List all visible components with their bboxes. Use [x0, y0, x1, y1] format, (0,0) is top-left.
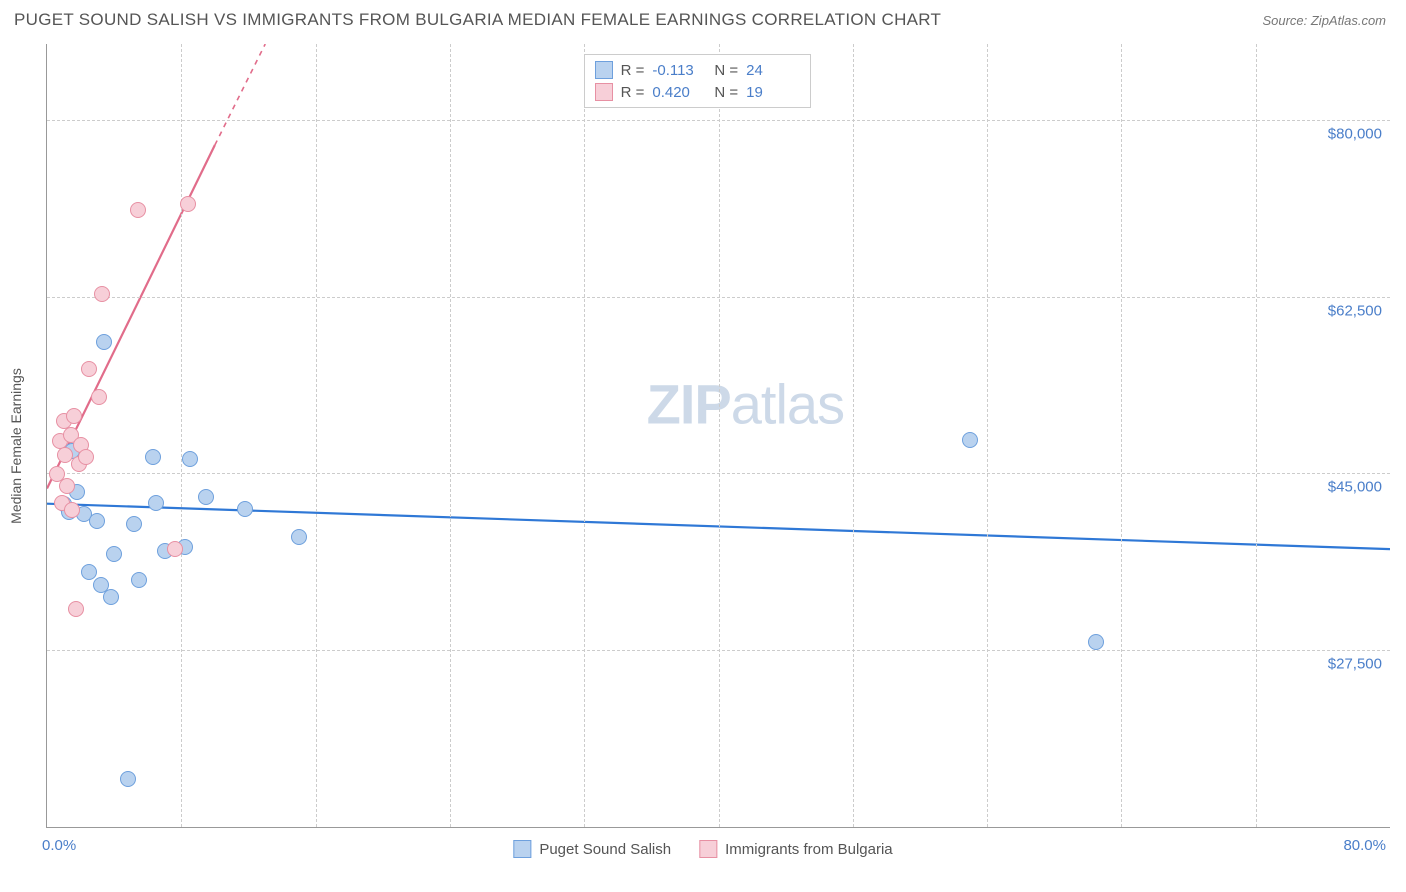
data-point — [103, 589, 119, 605]
gridline-v — [719, 44, 720, 827]
legend-swatch — [595, 83, 613, 101]
data-point — [1088, 634, 1104, 650]
data-point — [78, 449, 94, 465]
correlation-legend: R = -0.113 N = 24 R = 0.420 N = 19 — [584, 54, 812, 108]
legend-series-item: Immigrants from Bulgaria — [699, 840, 893, 858]
legend-series-item: Puget Sound Salish — [513, 840, 671, 858]
legend-stat-row: R = 0.420 N = 19 — [595, 81, 801, 103]
y-tick-label: $45,000 — [1328, 479, 1382, 496]
data-point — [66, 408, 82, 424]
data-point — [237, 501, 253, 517]
y-tick-label: $62,500 — [1328, 302, 1382, 319]
r-value: 0.420 — [652, 84, 706, 101]
legend-swatch — [595, 61, 613, 79]
data-point — [68, 601, 84, 617]
data-point — [962, 432, 978, 448]
data-point — [148, 495, 164, 511]
gridline-v — [853, 44, 854, 827]
data-point — [198, 489, 214, 505]
data-point — [64, 502, 80, 518]
gridline-v — [1121, 44, 1122, 827]
r-value: -0.113 — [652, 62, 706, 79]
data-point — [94, 286, 110, 302]
legend-stat-row: R = -0.113 N = 24 — [595, 59, 801, 81]
gridline-v — [1256, 44, 1257, 827]
data-point — [106, 546, 122, 562]
gridline-v — [316, 44, 317, 827]
n-label: N = — [714, 84, 738, 101]
data-point — [180, 196, 196, 212]
gridline-v — [450, 44, 451, 827]
data-point — [59, 478, 75, 494]
plot-region: ZIPatlas $27,500 $45,000 $62,500 $80,000 — [46, 44, 1390, 828]
gridline-v — [584, 44, 585, 827]
r-label: R = — [621, 62, 645, 79]
data-point — [96, 334, 112, 350]
n-label: N = — [714, 62, 738, 79]
data-point — [131, 572, 147, 588]
series-name: Puget Sound Salish — [539, 841, 671, 858]
watermark: ZIPatlas — [647, 372, 844, 437]
legend-swatch — [699, 840, 717, 858]
data-point — [182, 451, 198, 467]
x-axis-min-label: 0.0% — [42, 837, 76, 854]
data-point — [89, 513, 105, 529]
data-point — [167, 541, 183, 557]
legend-swatch — [513, 840, 531, 858]
gridline-v — [987, 44, 988, 827]
data-point — [130, 202, 146, 218]
data-point — [291, 529, 307, 545]
series-legend: Puget Sound Salish Immigrants from Bulgar… — [513, 840, 892, 858]
n-value: 24 — [746, 62, 800, 79]
series-name: Immigrants from Bulgaria — [725, 841, 893, 858]
source-label: Source: ZipAtlas.com — [1262, 13, 1386, 28]
data-point — [145, 449, 161, 465]
data-point — [81, 361, 97, 377]
data-point — [126, 516, 142, 532]
gridline-v — [181, 44, 182, 827]
y-tick-label: $80,000 — [1328, 125, 1382, 142]
n-value: 19 — [746, 84, 800, 101]
chart-area: ZIPatlas $27,500 $45,000 $62,500 $80,000 R … — [46, 44, 1390, 828]
chart-title: PUGET SOUND SALISH VS IMMIGRANTS FROM BU… — [14, 10, 941, 30]
y-axis-label: Median Female Earnings — [8, 368, 24, 524]
x-axis-max-label: 80.0% — [1343, 837, 1386, 854]
data-point — [91, 389, 107, 405]
data-point — [120, 771, 136, 787]
y-tick-label: $27,500 — [1328, 656, 1382, 673]
r-label: R = — [621, 84, 645, 101]
